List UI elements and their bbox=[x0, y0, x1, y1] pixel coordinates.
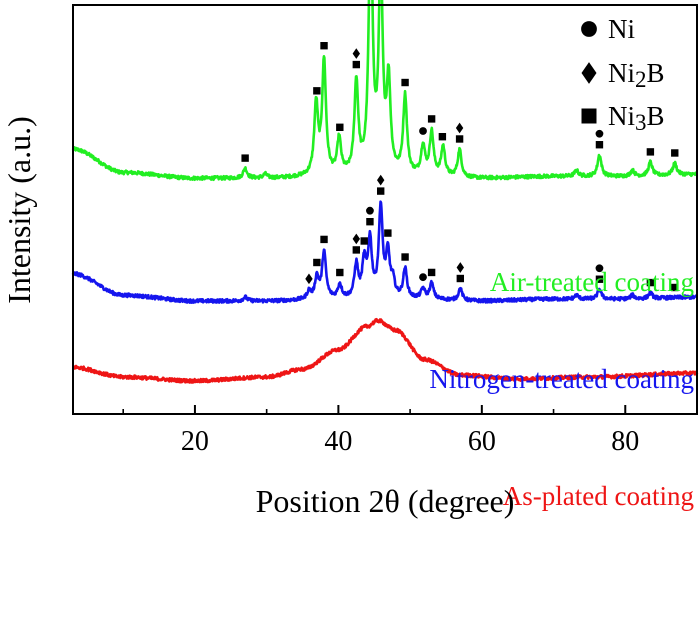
nitrogen-treated-coating-marker-square bbox=[456, 274, 465, 283]
nitrogen-treated-coating-label: Nitrogen-treated coating bbox=[429, 364, 694, 394]
x-tick-label-80: 80 bbox=[611, 426, 639, 457]
y-axis-label: Intensity (a.u.) bbox=[1, 116, 37, 304]
plot-frame bbox=[72, 4, 698, 415]
legend-entry-ni-text: Ni bbox=[608, 14, 635, 44]
nitrogen-treated-coating-marker-square bbox=[320, 235, 328, 244]
nitrogen-treated-coating-marker-diamond bbox=[352, 233, 361, 245]
air-treated-coating-marker-square bbox=[455, 135, 464, 143]
legend-entry-ni3b-text: Ni3B bbox=[608, 101, 665, 135]
legend-entry-ni-text-part: Ni bbox=[608, 14, 635, 44]
nitrogen-treated-coating-marker-square bbox=[336, 268, 344, 277]
air-treated-coating-marker-square bbox=[427, 115, 436, 123]
nitrogen-treated-coating-marker-circle bbox=[366, 206, 374, 215]
air-treated-coating-marker-circle bbox=[419, 127, 427, 135]
nitrogen-treated-coating-marker-square bbox=[646, 278, 655, 287]
legend-entry-ni2b-text-part: 2 bbox=[635, 67, 647, 92]
nitrogen-treated-coating-marker-diamond bbox=[456, 262, 465, 273]
air-treated-coating-marker-square bbox=[401, 78, 409, 87]
nitrogen-treated-coating-marker-diamond bbox=[376, 174, 385, 186]
legend-entry-ni-marker bbox=[581, 21, 597, 37]
nitrogen-treated-coating-marker-diamond bbox=[305, 273, 313, 285]
legend-entry-ni3b-text-part: B bbox=[647, 101, 665, 131]
nitrogen-treated-coating-marker-square bbox=[384, 229, 392, 237]
nitrogen-treated-coating-line bbox=[71, 200, 698, 304]
legend-entry-ni2b-text-part: Ni bbox=[608, 58, 635, 88]
x-axis-label: Position 2θ (degree) bbox=[256, 483, 515, 519]
x-tick-label-40: 40 bbox=[324, 426, 352, 457]
nitrogen-treated-coating-marker-circle bbox=[595, 264, 604, 273]
air-treated-coating-marker-diamond bbox=[455, 122, 464, 134]
air-treated-coating-marker-square bbox=[241, 154, 249, 162]
nitrogen-treated-coating-marker-square bbox=[352, 246, 361, 254]
nitrogen-treated-coating-marker-square bbox=[595, 275, 604, 283]
air-treated-coating-marker-square bbox=[313, 87, 321, 95]
air-treated-coating-marker-square bbox=[352, 60, 361, 69]
air-treated-coating-marker-square bbox=[671, 149, 679, 157]
air-treated-coating-marker-square bbox=[646, 148, 655, 156]
nitrogen-treated-coating-marker-square bbox=[401, 253, 409, 261]
nitrogen-treated-coating-marker-square bbox=[671, 283, 679, 292]
air-treated-coating-marker-diamond bbox=[352, 48, 361, 59]
nitrogen-treated-coating-marker-square bbox=[313, 258, 321, 267]
legend-entry-ni2b: Ni2B bbox=[581, 58, 665, 92]
phase-markers bbox=[241, 42, 679, 292]
legend-entry-ni: Ni bbox=[581, 14, 635, 44]
legend-entry-ni2b-text-part: B bbox=[647, 58, 665, 88]
x-tick-label-20: 20 bbox=[181, 426, 209, 457]
legend-entry-ni3b-text-part: 3 bbox=[635, 110, 647, 135]
air-treated-coating-marker-circle bbox=[595, 129, 604, 138]
legend-entry-ni3b: Ni3B bbox=[581, 101, 665, 135]
nitrogen-treated-coating-marker-square bbox=[376, 187, 385, 195]
nitrogen-treated-coating-marker-circle bbox=[419, 273, 427, 282]
air-treated-coating-marker-square bbox=[320, 42, 328, 50]
nitrogen-treated-coating-marker-square bbox=[360, 237, 368, 245]
air-treated-coating-marker-square bbox=[438, 132, 447, 141]
series-labels: Air-treated coating Nitrogen-treated coat… bbox=[429, 267, 694, 511]
air-treated-coating-label: Air-treated coating bbox=[490, 267, 694, 297]
plot-area bbox=[71, 0, 699, 384]
as-plated-coating-label: As-plated coating bbox=[503, 481, 694, 511]
air-treated-coating-marker-square bbox=[336, 123, 344, 131]
legend-entry-ni2b-marker bbox=[581, 62, 597, 84]
legend-entry-ni3b-text-part: Ni bbox=[608, 101, 635, 131]
axes: 20 40 60 80 bbox=[122, 405, 698, 457]
air-treated-coating-marker-square bbox=[595, 141, 604, 149]
as-plated-coating-line bbox=[72, 317, 699, 384]
x-tick-label-60: 60 bbox=[468, 426, 496, 457]
air-treated-coating-line bbox=[71, 0, 698, 182]
nitrogen-treated-coating-marker-square bbox=[427, 268, 436, 277]
nitrogen-treated-coating-marker-square bbox=[366, 217, 374, 226]
legend-entry-ni3b-marker bbox=[581, 108, 597, 124]
legend-entry-ni2b-text: Ni2B bbox=[608, 58, 665, 92]
